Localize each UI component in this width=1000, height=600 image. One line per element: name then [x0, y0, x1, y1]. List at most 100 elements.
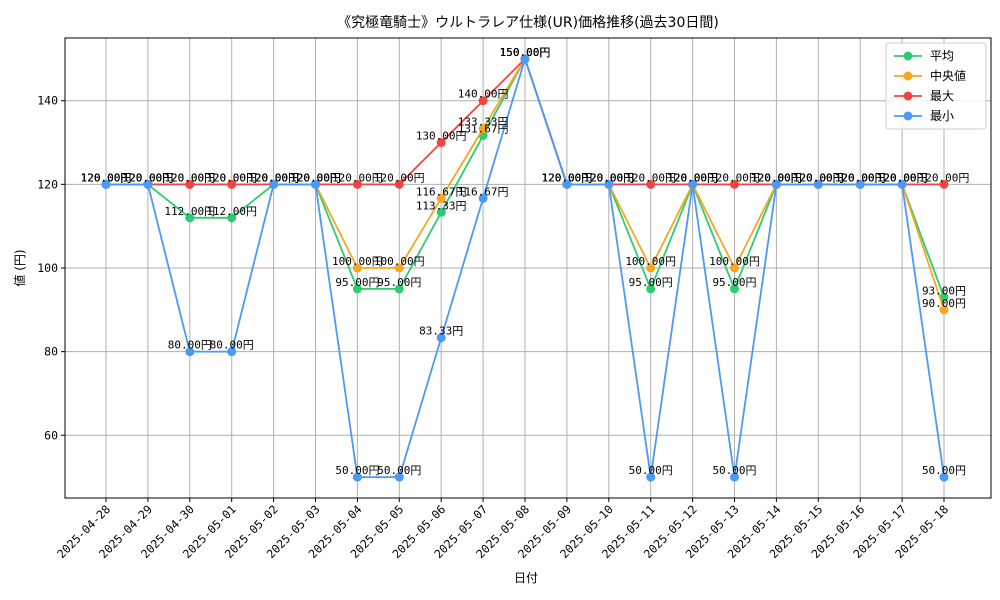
x-axis: 2025-04-282025-04-292025-04-302025-05-01… [54, 498, 951, 561]
data-label: 80.00円 [168, 339, 212, 352]
data-point [646, 179, 656, 189]
data-point [311, 179, 320, 189]
data-point [939, 179, 949, 189]
data-label: 120.00円 [290, 171, 341, 184]
data-point [897, 179, 907, 189]
data-label: 95.00円 [335, 276, 379, 289]
data-label: 120.00円 [164, 171, 215, 184]
data-label: 95.00円 [629, 276, 673, 289]
legend-marker [903, 91, 913, 101]
data-label: 50.00円 [335, 464, 379, 477]
data-point [478, 193, 488, 203]
data-label: 95.00円 [712, 276, 756, 289]
data-label: 120.00円 [751, 171, 802, 184]
data-label: 120.00円 [123, 171, 174, 184]
data-label: 95.00円 [377, 276, 421, 289]
data-point [730, 263, 739, 273]
data-label: 120.00円 [877, 171, 928, 184]
data-point [604, 179, 614, 189]
data-label: 150.00円 [500, 46, 551, 59]
data-point [394, 263, 404, 273]
data-label: 130.00円 [416, 130, 467, 143]
data-label: 120.00円 [248, 171, 299, 184]
data-label: 116.67円 [416, 185, 467, 198]
data-label: 120.00円 [542, 171, 593, 184]
data-label: 120.00円 [206, 171, 257, 184]
data-point [478, 96, 488, 106]
data-label: 120.00円 [583, 171, 634, 184]
data-point [143, 179, 153, 189]
data-label: 120.00円 [123, 171, 174, 184]
data-point [771, 179, 781, 189]
data-point [813, 179, 823, 189]
data-label: 150.00円 [500, 46, 551, 59]
data-label: 50.00円 [712, 464, 756, 477]
data-label: 80.00円 [210, 339, 254, 352]
data-label: 120.00円 [81, 171, 132, 184]
data-point [352, 263, 362, 273]
data-label: 120.00円 [667, 171, 718, 184]
data-label: 120.00円 [667, 171, 718, 184]
data-label: 120.00円 [709, 171, 760, 184]
data-point [185, 347, 195, 357]
data-point [269, 179, 279, 189]
legend-label: 最大 [930, 89, 954, 103]
data-label: 120.00円 [542, 171, 593, 184]
data-label: 150.00円 [500, 46, 551, 59]
data-label: 120.00円 [835, 171, 886, 184]
y-tick-label: 60 [44, 428, 58, 442]
data-label: 113.33円 [416, 199, 467, 212]
data-point [730, 179, 739, 189]
data-label: 120.00円 [751, 171, 802, 184]
legend-marker [903, 71, 913, 81]
data-point [855, 179, 865, 189]
data-labels: 120.00円120.00円112.00円112.00円120.00円120.0… [81, 46, 970, 477]
data-point [394, 284, 404, 294]
data-point [352, 179, 362, 189]
data-label: 120.00円 [877, 171, 928, 184]
data-label: 116.67円 [458, 185, 509, 198]
data-label: 83.33円 [419, 325, 463, 338]
data-point [394, 472, 404, 482]
data-point [646, 472, 656, 482]
data-label: 120.00円 [751, 171, 802, 184]
data-label: 120.00円 [583, 171, 634, 184]
y-axis-label: 値 (円) [12, 249, 27, 286]
data-label: 120.00円 [583, 171, 634, 184]
data-label: 120.00円 [919, 171, 970, 184]
data-point [352, 472, 362, 482]
data-point [562, 179, 572, 189]
data-label: 120.00円 [667, 171, 718, 184]
series-lines [101, 54, 949, 482]
data-label: 120.00円 [542, 171, 593, 184]
data-label: 100.00円 [709, 255, 760, 268]
legend-marker [903, 111, 913, 121]
data-label: 131.67円 [458, 123, 509, 136]
data-point [185, 179, 195, 189]
data-point [939, 305, 949, 315]
data-point [520, 54, 530, 64]
data-label: 50.00円 [377, 464, 421, 477]
data-point [478, 124, 488, 134]
data-label: 120.00円 [625, 171, 676, 184]
data-point [185, 213, 195, 223]
data-label: 120.00円 [81, 171, 132, 184]
data-label: 120.00円 [81, 171, 132, 184]
data-label: 120.00円 [332, 171, 383, 184]
data-point [352, 284, 362, 294]
data-label: 120.00円 [667, 171, 718, 184]
data-label: 100.00円 [625, 255, 676, 268]
data-label: 120.00円 [542, 171, 593, 184]
data-point [646, 263, 656, 273]
data-point [227, 213, 237, 223]
x-axis-label: 日付 [514, 571, 538, 585]
data-label: 120.00円 [835, 171, 886, 184]
data-point [101, 179, 111, 189]
data-label: 120.00円 [248, 171, 299, 184]
data-label: 120.00円 [793, 171, 844, 184]
data-point [730, 472, 739, 482]
grid-lines [65, 38, 991, 498]
data-point [939, 292, 949, 302]
